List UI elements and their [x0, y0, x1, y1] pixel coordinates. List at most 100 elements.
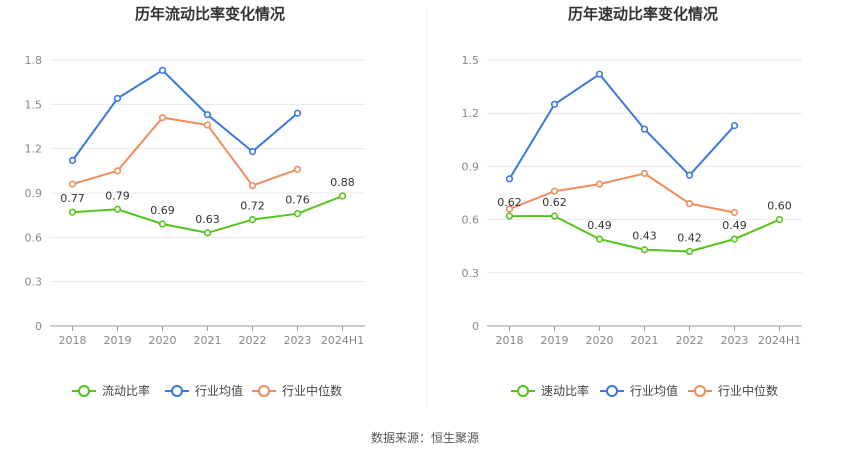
y-tick-label: 0.3: [25, 276, 43, 289]
data-label: 0.88: [330, 176, 355, 189]
legend-label: 行业均值: [630, 383, 678, 398]
data-point: [293, 165, 302, 173]
data-point: [640, 246, 649, 254]
x-tick-label: 2021: [194, 334, 222, 347]
data-point: [68, 180, 77, 188]
data-point: [293, 109, 302, 117]
data-point: [505, 175, 514, 183]
data-point: [158, 114, 167, 122]
data-point: [113, 94, 122, 103]
data-label: 0.76: [285, 194, 310, 207]
data-point: [248, 216, 257, 224]
data-label: 0.62: [542, 196, 567, 209]
data-point: [505, 212, 514, 220]
data-label: 0.77: [60, 192, 85, 205]
y-tick-label: 0.9: [25, 187, 43, 200]
y-tick-label: 0.6: [462, 214, 480, 227]
y-tick-label: 0.9: [462, 160, 480, 173]
data-label: 0.62: [497, 196, 522, 209]
data-point: [248, 148, 257, 156]
data-point: [248, 182, 257, 190]
series-line: [72, 116, 298, 187]
x-tick-label: 2020: [149, 334, 177, 347]
x-tick-label: 2019: [104, 334, 132, 347]
y-tick-label: 0.6: [25, 231, 43, 244]
chart-title: 历年速动比率变化情况: [568, 5, 718, 23]
data-point: [730, 235, 739, 243]
data-point: [640, 125, 649, 133]
data-point: [595, 180, 604, 188]
y-tick-label: 1.8: [25, 54, 43, 67]
x-tick-label: 2024H1: [321, 334, 364, 347]
data-label: 0.42: [677, 232, 702, 245]
y-tick-label: 0: [472, 320, 479, 333]
data-label: 0.49: [587, 219, 612, 232]
data-point: [203, 121, 212, 129]
y-tick-label: 0: [35, 320, 42, 333]
series-line: [71, 69, 299, 162]
data-point: [685, 200, 694, 208]
data-point: [730, 208, 739, 217]
data-label: 0.79: [105, 189, 130, 202]
data-point: [158, 220, 167, 228]
data-point: [550, 187, 559, 195]
data-label: 0.63: [195, 213, 220, 226]
y-tick-label: 1.5: [25, 98, 43, 111]
x-tick-label: 2021: [631, 334, 659, 347]
x-tick-label: 2020: [586, 334, 614, 347]
data-point: [730, 122, 739, 130]
legend-label: 行业均值: [195, 383, 243, 398]
x-tick-label: 2024H1: [758, 334, 801, 347]
x-tick-label: 2022: [239, 334, 267, 347]
data-point: [158, 66, 167, 74]
data-point: [68, 156, 77, 165]
x-tick-label: 2023: [284, 334, 312, 347]
data-point: [550, 100, 559, 108]
legend-label: 速动比率: [541, 383, 589, 398]
x-tick-label: 2022: [676, 334, 704, 347]
data-point: [338, 192, 347, 200]
legend-label: 行业中位数: [282, 383, 342, 398]
data-label: 0.72: [240, 200, 265, 213]
y-tick-label: 1.2: [462, 107, 480, 120]
data-label: 0.60: [767, 200, 792, 213]
x-tick-label: 2018: [496, 334, 524, 347]
data-point: [550, 212, 559, 220]
data-point: [293, 210, 302, 218]
y-tick-label: 0.3: [462, 267, 480, 280]
data-source: 数据来源：恒生聚源: [371, 430, 479, 445]
y-tick-label: 1.5: [462, 54, 480, 67]
legend-marker: [606, 385, 618, 397]
data-point: [595, 235, 604, 243]
series-line: [509, 172, 735, 214]
x-tick-label: 2018: [59, 334, 87, 347]
data-point: [595, 70, 604, 78]
data-point: [685, 247, 694, 256]
data-point: [113, 205, 122, 213]
legend-label: 流动比率: [102, 383, 150, 398]
data-point: [775, 216, 784, 224]
data-point: [113, 167, 122, 175]
y-tick-label: 1.2: [25, 143, 43, 156]
data-point: [505, 205, 514, 213]
legend-marker: [694, 385, 706, 397]
data-point: [640, 169, 649, 178]
data-label: 0.69: [150, 204, 175, 217]
legend-marker: [258, 385, 270, 397]
legend-label: 行业中位数: [718, 383, 778, 398]
x-tick-label: 2019: [541, 334, 569, 347]
legend-marker: [517, 385, 529, 397]
legend-marker: [78, 385, 90, 397]
legend-marker: [171, 385, 183, 397]
data-label: 0.49: [722, 219, 747, 232]
x-tick-label: 2023: [721, 334, 749, 347]
data-point: [203, 229, 212, 237]
data-point: [68, 208, 77, 216]
chart-title: 历年流动比率变化情况: [135, 5, 285, 23]
data-point: [203, 111, 212, 119]
series-line: [508, 72, 736, 180]
data-point: [685, 171, 694, 179]
data-label: 0.43: [632, 230, 657, 243]
